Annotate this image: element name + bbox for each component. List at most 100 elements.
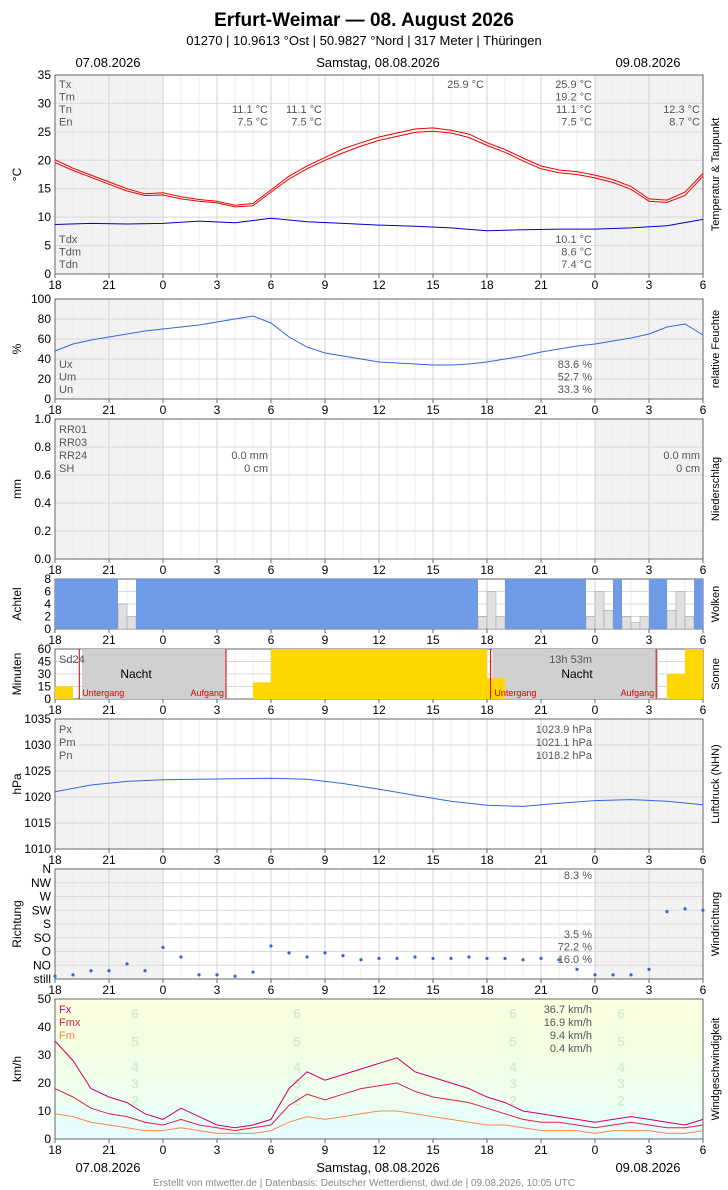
sun-y-tick-label: 0 (44, 692, 51, 706)
wind-direction-dot (395, 956, 399, 960)
windspeed-x-tick-label: 6 (700, 1143, 707, 1157)
precip-x-tick-label: 3 (646, 563, 653, 577)
cloud-y-tick-label: 0 (44, 622, 51, 636)
wind-direction-dot (593, 973, 597, 977)
temp-x-tick-label: 3 (646, 278, 653, 292)
winddir-stat-value: 16.0 % (558, 954, 592, 966)
winddir-x-tick-label: 6 (268, 983, 275, 997)
beaufort-label: 6 (509, 1006, 517, 1022)
wind-direction-dot (251, 970, 255, 974)
beaufort-label: 5 (293, 1034, 301, 1050)
temp-line-tm (54, 130, 704, 208)
cloud-bar (433, 579, 442, 629)
temp-y-tick-label: 30 (38, 96, 52, 110)
pressure-x-tick-label: 6 (268, 853, 275, 867)
precip-legend-label: RR03 (59, 437, 87, 449)
beaufort-label: 3 (293, 1076, 301, 1092)
windspeed-side-label: Windgeschwindigkeit (710, 1018, 722, 1121)
wind-direction-dot (71, 973, 75, 977)
cloud-bar (379, 579, 388, 629)
cloud-bar (613, 579, 622, 629)
wind-direction-dot (53, 974, 57, 978)
windspeed-x-tick-label: 21 (534, 1143, 548, 1157)
wind-line-fm (54, 1110, 704, 1134)
dew-legend-label: Tdx (59, 234, 78, 246)
temp-y-tick-label: 35 (38, 68, 52, 82)
cloud-x-tick-label: 6 (700, 633, 707, 647)
beaufort-band (55, 1105, 703, 1123)
temp-x-tick-label: 0 (592, 278, 599, 292)
pressure-x-tick-label: 18 (480, 853, 494, 867)
temp-x-tick-label: 18 (48, 278, 62, 292)
cloud-bar (658, 579, 667, 629)
sun-x-tick-label: 12 (372, 703, 386, 717)
cloud-bar (289, 579, 298, 629)
sun-x-tick-label: 0 (160, 703, 167, 717)
temp-x-tick-label: 18 (480, 278, 494, 292)
cloud-bar (675, 591, 686, 630)
sun-x-tick-label: 9 (322, 703, 329, 717)
beaufort-label: 2 (509, 1092, 517, 1108)
cloud-bar (397, 579, 406, 629)
sunshine-bar (415, 649, 433, 699)
cloud-bar (280, 579, 289, 629)
beaufort-label: 6 (293, 1006, 301, 1022)
pressure-x-tick-label: 21 (534, 853, 548, 867)
cloud-bar (352, 579, 361, 629)
cloud-bar (684, 616, 695, 630)
precip-x-tick-label: 9 (322, 563, 329, 577)
sun-y-tick-label: 15 (38, 680, 52, 694)
dew-stat-value: 10.1 °C (555, 234, 592, 246)
cloud-bar (316, 579, 325, 629)
cloud-bar (64, 579, 73, 629)
beaufort-label: 4 (131, 1059, 139, 1075)
wind-direction-dot (125, 962, 129, 966)
cloud-bar (415, 579, 424, 629)
winddir-y-tick-label: W (40, 890, 52, 904)
wind-direction-dot (629, 973, 633, 977)
precip-legend-label: RR01 (59, 424, 87, 436)
sunshine-bar (685, 649, 703, 699)
pressure-y-tick-label: 1010 (24, 842, 51, 856)
sun-x-tick-label: 3 (646, 703, 653, 717)
pressure-y-axis-label: hPa (10, 773, 24, 795)
cloud-bar (694, 579, 703, 629)
temp-day1-value: 7.5 °C (237, 117, 268, 129)
sunshine-bar (289, 649, 307, 699)
sun-y-tick-label: 60 (38, 642, 52, 656)
beaufort-band (55, 1029, 703, 1058)
sun-x-tick-label: 15 (426, 703, 440, 717)
cloud-bar (666, 610, 677, 630)
temp-y-tick-label: 25 (38, 125, 52, 139)
pressure-x-tick-label: 15 (426, 853, 440, 867)
wind-stat-value: 0.4 km/h (550, 1043, 592, 1055)
cloud-bar (181, 579, 190, 629)
winddir-side-label: Windrichtung (710, 892, 722, 956)
cloud-bar (298, 579, 307, 629)
wind-legend-label: Fm (59, 1030, 75, 1042)
cloud-bar (442, 579, 451, 629)
wind-direction-dot (665, 910, 669, 914)
wind-direction-dot (413, 955, 417, 959)
winddir-y-tick-label: NW (31, 876, 52, 890)
wind-direction-dot (521, 958, 525, 962)
dewpoint-line (54, 217, 704, 232)
pressure-stat-value: 1018.2 hPa (536, 750, 593, 762)
humidity-stat-value: 83.6 % (558, 359, 592, 371)
cloud-bar (262, 579, 271, 629)
winddir-y-tick-label: O (42, 945, 51, 959)
cloud-bar (136, 579, 145, 629)
night-label: Nacht (561, 667, 593, 681)
cloud-bar (217, 579, 226, 629)
pressure-y-tick-label: 1020 (24, 790, 51, 804)
wind-direction-dot (233, 974, 237, 978)
night-band (82, 649, 226, 699)
precip-x-tick-label: 3 (214, 563, 221, 577)
humid-x-tick-label: 21 (534, 403, 548, 417)
winddir-x-tick-label: 9 (322, 983, 329, 997)
sun-x-tick-label: 3 (214, 703, 221, 717)
temp-y-tick-label: 5 (44, 239, 51, 253)
windspeed-x-tick-label: 21 (102, 1143, 116, 1157)
